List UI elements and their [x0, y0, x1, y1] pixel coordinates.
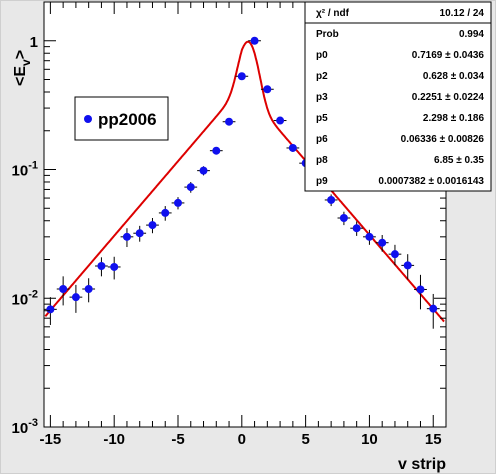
x-tick-label: 5 — [301, 431, 309, 448]
data-point — [352, 224, 361, 233]
stats-box-frame — [304, 1, 492, 192]
y-tick-exponent: -1 — [28, 160, 38, 172]
data-point — [327, 195, 336, 204]
data-point — [403, 261, 412, 270]
data-point — [59, 284, 68, 293]
x-axis-label: v strip — [398, 456, 446, 473]
data-point — [71, 293, 80, 302]
x-tick-label: 10 — [361, 431, 378, 448]
y-tick-label: 10-1 — [12, 160, 38, 180]
data-point — [378, 238, 387, 247]
x-tick-label: 0 — [238, 431, 246, 448]
data-point — [148, 221, 157, 230]
x-tick-label: -5 — [171, 431, 184, 448]
y-tick-label: 1 — [30, 34, 38, 51]
data-point — [110, 262, 119, 271]
x-tick-label: 15 — [425, 431, 442, 448]
stats-name: χ² / ndf — [316, 8, 350, 19]
y-tick-base: 10 — [12, 420, 29, 437]
y-axis-label-sub: v — [19, 59, 33, 66]
data-point — [339, 214, 348, 223]
stats-value: 10.12 / 24 — [440, 8, 485, 19]
data-point — [416, 285, 425, 294]
stats-value: 2.298 ± 0.186 — [423, 113, 485, 124]
stats-value: 0.0007382 ± 0.0016143 — [378, 176, 484, 187]
stats-name: p3 — [316, 92, 328, 103]
x-tick-label: -10 — [103, 431, 125, 448]
stats-value: 0.628 ± 0.034 — [423, 71, 485, 82]
legend: pp2006 — [74, 96, 169, 141]
y-tick-base: 10 — [12, 163, 29, 180]
stats-value: 6.85 ± 0.35 — [434, 155, 484, 166]
stats-name: p9 — [316, 176, 328, 187]
data-point — [84, 284, 93, 293]
stats-value: 0.2251 ± 0.0224 — [412, 92, 485, 103]
legend-marker — [84, 115, 92, 123]
data-point — [97, 262, 106, 271]
stats-name: p8 — [316, 155, 328, 166]
y-axis-label-main: <E — [12, 66, 29, 86]
data-point — [250, 36, 259, 45]
data-point — [390, 250, 399, 259]
data-point — [288, 143, 297, 152]
data-point — [225, 117, 234, 126]
stats-box: χ² / ndf 10.12 / 24 Prob 0.994 p0 0.7169 ± 0.… — [304, 1, 492, 192]
y-tick-base: 1 — [30, 34, 38, 51]
data-point — [276, 116, 285, 125]
y-tick-base: 10 — [12, 291, 29, 308]
stats-value: 0.06336 ± 0.00826 — [401, 134, 485, 145]
fit-curve-layer — [44, 40, 445, 323]
data-point — [237, 72, 246, 81]
stats-name: p2 — [316, 71, 328, 82]
y-tick-exponent: -2 — [28, 288, 38, 300]
data-point — [429, 304, 438, 313]
data-point — [46, 305, 55, 314]
y-axis-label-close: > — [12, 50, 29, 59]
fit-curve — [44, 40, 445, 323]
y-tick-exponent: -3 — [28, 417, 38, 429]
data-point — [212, 146, 221, 155]
data-point — [161, 208, 170, 217]
y-tick-label: 10-2 — [12, 288, 38, 308]
data-point — [186, 183, 195, 192]
stats-value: 0.7169 ± 0.0436 — [412, 50, 485, 61]
stats-name: p0 — [316, 50, 328, 61]
x-tick-label: -15 — [40, 431, 62, 448]
data-points-layer — [44, 36, 440, 329]
data-point — [263, 85, 272, 94]
stats-name: p6 — [316, 134, 328, 145]
stats-name: Prob — [316, 29, 339, 40]
data-point — [199, 166, 208, 175]
y-tick-label: 10-3 — [12, 417, 38, 437]
data-point — [135, 229, 144, 238]
legend-label: pp2006 — [98, 110, 157, 129]
data-point — [122, 232, 131, 241]
data-point — [365, 232, 374, 241]
stats-name: p5 — [316, 113, 328, 124]
stats-value: 0.994 — [459, 29, 484, 40]
svg-text:<Ev>: <Ev> — [12, 50, 33, 86]
y-axis-label: <Ev> — [12, 50, 33, 86]
data-point — [174, 198, 182, 207]
